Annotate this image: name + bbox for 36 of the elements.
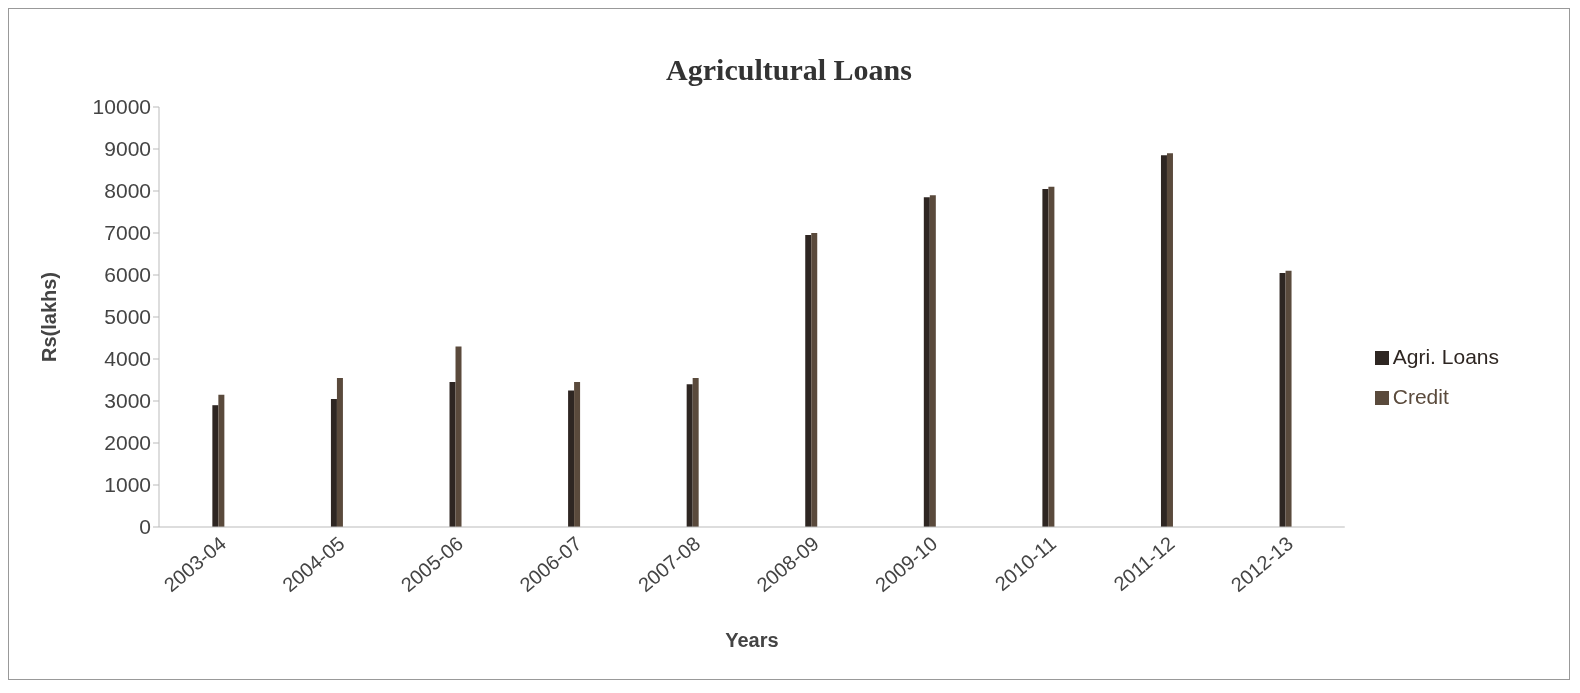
- bar: [1279, 272, 1286, 527]
- y-tick-label: 0: [139, 515, 151, 539]
- bar: [923, 197, 930, 527]
- y-tick-label: 1000: [104, 473, 151, 497]
- bar: [568, 390, 575, 527]
- bar: [574, 382, 581, 527]
- bar: [805, 235, 812, 527]
- legend-label: Agri. Loans: [1392, 345, 1499, 368]
- y-tick-label: 2000: [104, 431, 151, 455]
- y-tick-label: 8000: [104, 179, 151, 203]
- bar: [1048, 186, 1055, 527]
- x-axis-title: Years: [725, 629, 779, 651]
- chart-title: Agricultural Loans: [665, 53, 913, 87]
- bar: [455, 346, 462, 527]
- bar: [811, 233, 818, 527]
- legend-label: Credit: [1392, 385, 1449, 408]
- bar: [1042, 188, 1049, 527]
- y-tick-label: 6000: [104, 263, 151, 287]
- y-tick-label: 5000: [104, 305, 151, 329]
- bar: [686, 384, 693, 527]
- bar: [692, 377, 699, 527]
- y-tick-label: 9000: [104, 137, 151, 161]
- bar: [1285, 270, 1292, 527]
- bar: [212, 405, 219, 527]
- bar: [929, 195, 936, 527]
- y-axis-title: Rs(lakhs): [38, 271, 61, 363]
- y-tick-label: 10000: [92, 95, 151, 119]
- y-tick-label: 7000: [104, 221, 151, 245]
- y-tick-label: 4000: [104, 347, 151, 371]
- bar: [330, 398, 337, 527]
- bar: [218, 394, 225, 527]
- bar: [1160, 155, 1167, 527]
- bar: [449, 382, 456, 527]
- bar: [336, 377, 343, 527]
- y-tick-label: 3000: [104, 389, 151, 413]
- bar: [1166, 153, 1173, 527]
